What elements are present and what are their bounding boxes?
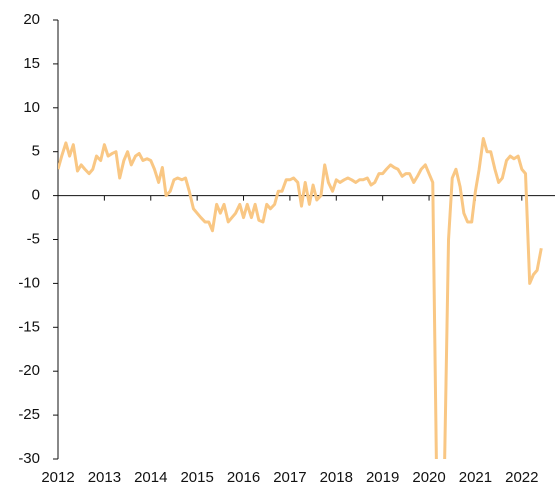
y-tick-label: 5 bbox=[32, 143, 40, 160]
x-tick-label: 2014 bbox=[134, 469, 167, 486]
x-tick-label: 2016 bbox=[227, 469, 260, 486]
y-tick-label: -10 bbox=[18, 274, 40, 291]
x-tick-label: 2012 bbox=[41, 469, 74, 486]
x-tick-label: 2019 bbox=[366, 469, 399, 486]
y-tick-label: 0 bbox=[32, 187, 40, 204]
x-tick-label: 2018 bbox=[320, 469, 353, 486]
x-tick-label: 2020 bbox=[412, 469, 445, 486]
x-tick-label: 2021 bbox=[459, 469, 492, 486]
y-tick-label: 20 bbox=[23, 11, 40, 28]
y-tick-label: 15 bbox=[23, 55, 40, 72]
x-tick-label: 2013 bbox=[88, 469, 121, 486]
y-tick-label: -20 bbox=[18, 362, 40, 379]
y-tick-label: -25 bbox=[18, 406, 40, 423]
y-tick-label: -5 bbox=[27, 230, 40, 247]
x-tick-label: 2017 bbox=[273, 469, 306, 486]
x-tick-label: 2022 bbox=[505, 469, 538, 486]
y-tick-label: -30 bbox=[18, 450, 40, 467]
y-tick-label: -15 bbox=[18, 318, 40, 335]
line bbox=[58, 137, 543, 459]
y-tick-label: 10 bbox=[23, 99, 40, 116]
x-tick-label: 2015 bbox=[180, 469, 213, 486]
